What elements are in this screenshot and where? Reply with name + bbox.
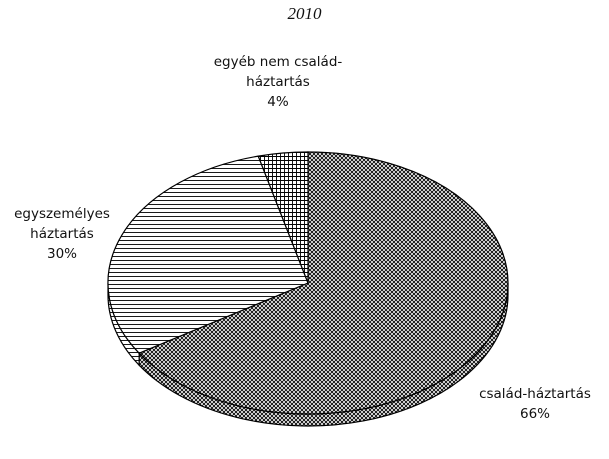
slice-name: egyéb nem család-háztartás <box>213 54 343 90</box>
slice-label: egyéb nem család-háztartás 4% <box>188 52 368 112</box>
slice-label: család-háztartás 66% <box>470 384 600 424</box>
pie-slice <box>107 155 309 354</box>
slice-name: család-háztartás <box>479 386 591 402</box>
slice-value: 30% <box>46 246 77 262</box>
pie-slice <box>138 151 509 415</box>
slice-label: egyszemélyes háztartás 30% <box>4 204 120 264</box>
slice-name: egyszemélyes háztartás <box>14 206 110 242</box>
pie-slice <box>257 151 309 284</box>
slice-value: 4% <box>267 94 289 110</box>
slice-value: 66% <box>519 406 550 422</box>
chart-title: 2010 <box>287 4 322 23</box>
